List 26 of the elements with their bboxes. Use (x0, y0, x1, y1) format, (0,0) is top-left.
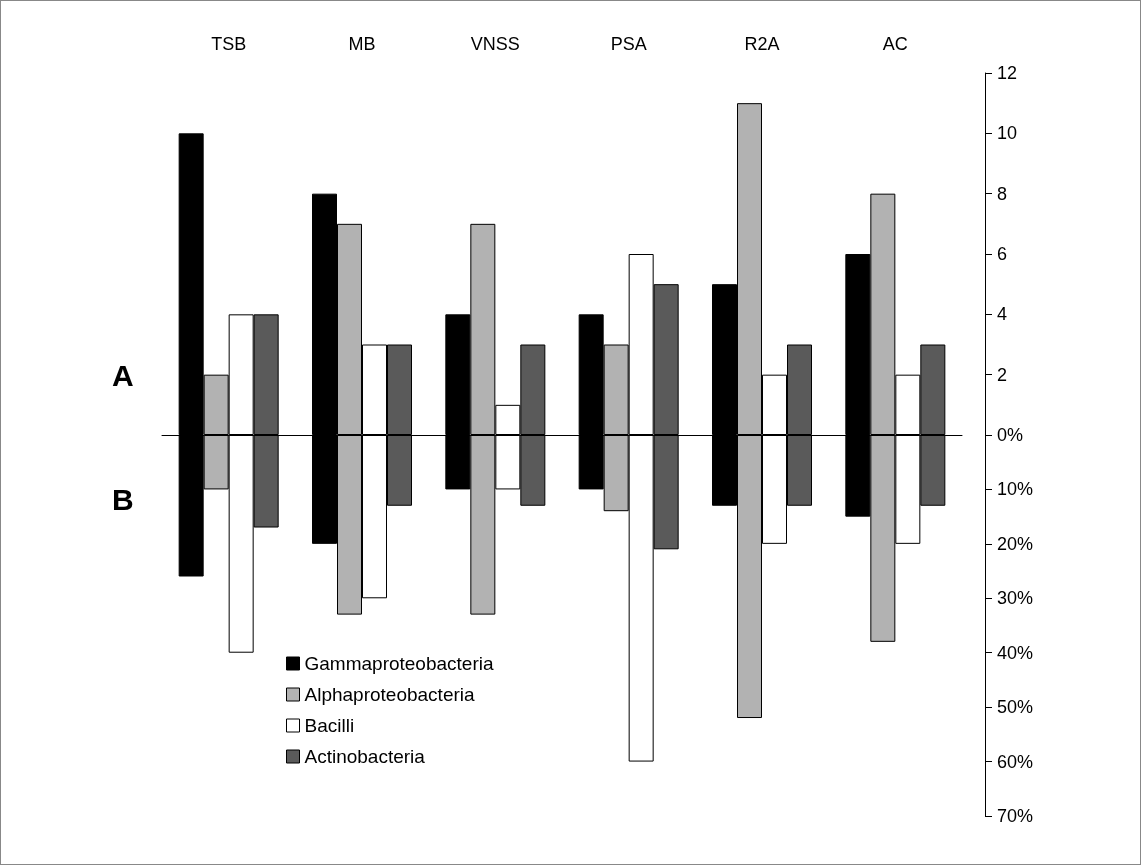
y-tick-label: 0% (997, 425, 1024, 445)
y-tick-label: 6 (997, 244, 1008, 264)
y-tick-label: 20% (997, 533, 1034, 554)
legend-label: Actinobacteria (304, 746, 426, 767)
legend-label: Gammaproteobacteria (304, 653, 494, 674)
y-tick-label: 2 (997, 364, 1008, 385)
x-tick-label: AC (882, 34, 908, 54)
y-tick-label: 10 (997, 123, 1018, 144)
x-tick-label: TSB (211, 34, 247, 54)
legend-label: Alphaproteobacteria (304, 684, 475, 705)
x-tick-label: R2A (744, 34, 780, 54)
text: A (112, 358, 134, 392)
y-tick-label: 70% (997, 806, 1034, 826)
y-tick-label: 8 (997, 183, 1008, 204)
x-tick-label: MB (348, 34, 376, 54)
legend-label: Bacilli (304, 715, 355, 736)
y-tick-label: 60% (997, 751, 1034, 772)
y-tick-label: 30% (997, 588, 1034, 609)
y-tick-label: 50% (997, 697, 1034, 718)
y-tick-label: 12 (997, 63, 1018, 83)
y-tick-label: 10% (997, 479, 1034, 500)
x-tick-label: PSA (610, 34, 647, 54)
y-tick-label: 40% (997, 642, 1034, 663)
x-tick-label: VNSS (470, 34, 520, 54)
text: B (112, 482, 134, 516)
y-tick-label: 4 (997, 304, 1008, 325)
